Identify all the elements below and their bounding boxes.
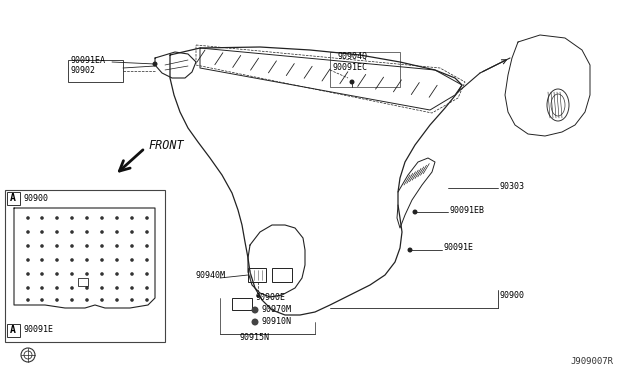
Circle shape — [85, 272, 89, 276]
Circle shape — [145, 216, 149, 220]
Circle shape — [145, 286, 149, 290]
Circle shape — [85, 230, 89, 234]
Circle shape — [100, 272, 104, 276]
Circle shape — [408, 247, 413, 253]
Circle shape — [40, 230, 44, 234]
Text: J909007R: J909007R — [570, 357, 613, 366]
Circle shape — [55, 244, 59, 248]
Text: A: A — [10, 193, 16, 203]
Circle shape — [100, 258, 104, 262]
Circle shape — [130, 258, 134, 262]
Circle shape — [40, 258, 44, 262]
Text: 90091E: 90091E — [23, 326, 53, 334]
Circle shape — [413, 209, 417, 215]
Bar — [78, 278, 88, 286]
Circle shape — [70, 286, 74, 290]
Circle shape — [130, 272, 134, 276]
Circle shape — [257, 295, 259, 298]
Circle shape — [152, 61, 157, 67]
Bar — [272, 268, 292, 282]
Text: 90091EB: 90091EB — [450, 205, 485, 215]
Bar — [232, 298, 252, 310]
Circle shape — [85, 216, 89, 220]
Circle shape — [40, 286, 44, 290]
Circle shape — [85, 286, 89, 290]
Circle shape — [145, 244, 149, 248]
Circle shape — [115, 272, 119, 276]
Circle shape — [55, 298, 59, 302]
Text: 90915N: 90915N — [240, 333, 270, 341]
Circle shape — [40, 216, 44, 220]
Circle shape — [40, 244, 44, 248]
Circle shape — [100, 230, 104, 234]
Text: 90303: 90303 — [500, 182, 525, 190]
Bar — [248, 268, 266, 282]
Bar — [5, 190, 165, 342]
Circle shape — [26, 298, 30, 302]
Circle shape — [115, 298, 119, 302]
Circle shape — [145, 298, 149, 302]
Circle shape — [55, 286, 59, 290]
Text: A: A — [10, 325, 16, 335]
Text: 90900: 90900 — [23, 193, 48, 202]
Circle shape — [26, 258, 30, 262]
Circle shape — [55, 272, 59, 276]
Circle shape — [115, 286, 119, 290]
Text: FRONT: FRONT — [148, 138, 184, 151]
Circle shape — [55, 258, 59, 262]
Circle shape — [100, 286, 104, 290]
Circle shape — [100, 244, 104, 248]
Circle shape — [130, 286, 134, 290]
Circle shape — [40, 272, 44, 276]
Circle shape — [26, 272, 30, 276]
Circle shape — [130, 244, 134, 248]
Circle shape — [100, 216, 104, 220]
Bar — [68, 60, 123, 82]
Circle shape — [55, 216, 59, 220]
Circle shape — [26, 286, 30, 290]
Text: 90904Q: 90904Q — [338, 51, 368, 61]
Circle shape — [26, 230, 30, 234]
Circle shape — [130, 298, 134, 302]
Circle shape — [85, 258, 89, 262]
Circle shape — [145, 230, 149, 234]
Text: 90091EC: 90091EC — [333, 62, 368, 71]
Circle shape — [70, 258, 74, 262]
Circle shape — [70, 230, 74, 234]
Circle shape — [70, 216, 74, 220]
Circle shape — [70, 244, 74, 248]
Text: 90902: 90902 — [70, 65, 95, 74]
Circle shape — [115, 230, 119, 234]
Circle shape — [100, 298, 104, 302]
Text: 90940M: 90940M — [195, 272, 225, 280]
Text: 90091EA: 90091EA — [70, 55, 105, 64]
Bar — [7, 192, 20, 205]
Circle shape — [130, 216, 134, 220]
Circle shape — [55, 230, 59, 234]
Circle shape — [85, 244, 89, 248]
Circle shape — [40, 298, 44, 302]
Circle shape — [70, 298, 74, 302]
Text: 90900: 90900 — [500, 291, 525, 299]
Circle shape — [70, 272, 74, 276]
Bar — [330, 52, 400, 87]
Circle shape — [252, 307, 259, 314]
Circle shape — [252, 318, 259, 326]
Circle shape — [26, 216, 30, 220]
Circle shape — [115, 216, 119, 220]
Text: 90091E: 90091E — [444, 244, 474, 253]
Circle shape — [145, 258, 149, 262]
Text: 90910N: 90910N — [262, 317, 292, 327]
Circle shape — [349, 80, 355, 84]
Circle shape — [26, 244, 30, 248]
Text: 90900E: 90900E — [255, 294, 285, 302]
Circle shape — [115, 258, 119, 262]
Circle shape — [130, 230, 134, 234]
Text: 90970M: 90970M — [262, 305, 292, 314]
Bar — [7, 324, 20, 337]
Circle shape — [115, 244, 119, 248]
Circle shape — [85, 298, 89, 302]
Circle shape — [145, 272, 149, 276]
